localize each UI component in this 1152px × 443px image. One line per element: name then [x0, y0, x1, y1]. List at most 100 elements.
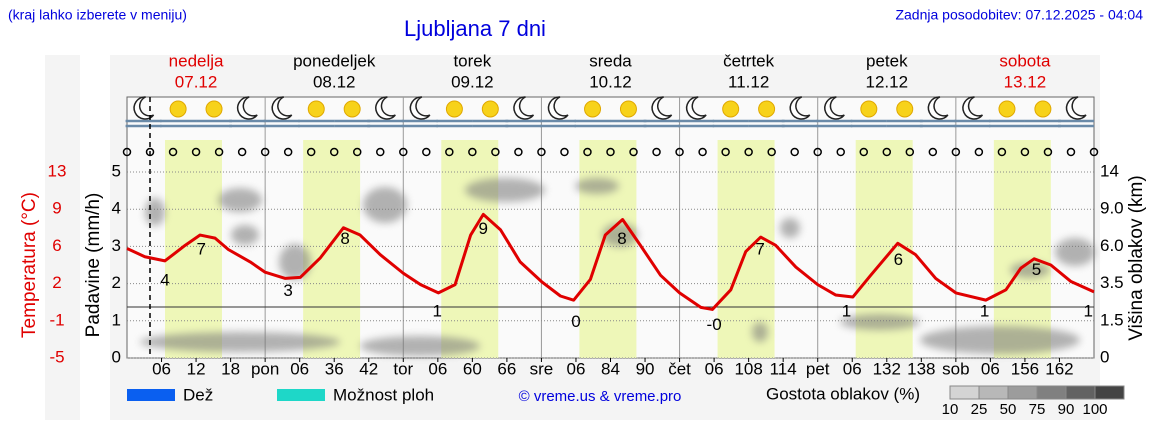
sun-icon: [860, 100, 878, 118]
legend-swatch: [127, 389, 175, 401]
cloud-legend-swatch: [1094, 385, 1125, 400]
y-tick-label: 6: [52, 236, 61, 255]
precip-tick-label: 1: [112, 310, 121, 329]
y2-tick-label: 1.5: [1100, 310, 1124, 329]
sun-icon: [445, 100, 463, 118]
wind-calm: [260, 147, 270, 157]
wind-calm: [1066, 147, 1076, 157]
cloud-legend-level: 50: [1000, 401, 1017, 418]
cloud-legend-level: 25: [971, 401, 988, 418]
sun-icon: [1034, 100, 1052, 118]
fog-lines: [850, 119, 887, 128]
fog-lines: [436, 119, 473, 128]
x-tick-label: 06: [981, 359, 1000, 378]
updated: Zadnja posodobitev: 07.12.2025 - 04:04: [895, 7, 1143, 23]
x-tick-label: 84: [601, 359, 620, 378]
x-tick-label: 156: [1011, 359, 1039, 378]
fog-lines: [196, 119, 233, 128]
day-name: torek: [453, 51, 491, 70]
x-tick-label: 06: [843, 359, 862, 378]
wind-calm: [376, 147, 385, 157]
day-date: 08.12: [313, 72, 356, 91]
sun-icon: [205, 100, 223, 118]
precip-axis-title: Padavine (mm/h): [83, 193, 104, 338]
precip-tick-label: 4: [112, 199, 121, 218]
daylight-band: [303, 140, 361, 358]
y2-tick-label: 0: [1100, 347, 1109, 366]
day-date: 09.12: [451, 72, 494, 91]
x-tick-label: pon: [251, 359, 279, 378]
temperature-label: 9: [479, 219, 488, 238]
x-tick-label: tor: [393, 359, 413, 378]
temperature-label: 1: [842, 301, 851, 320]
sun-icon: [307, 100, 325, 118]
day-date: 13.12: [1004, 72, 1047, 91]
moon-icon: [375, 96, 396, 120]
wind-calm: [790, 147, 799, 157]
x-tick-label: 66: [497, 359, 516, 378]
legend-label: Možnost ploh: [333, 385, 434, 404]
temperature-label: 8: [617, 229, 626, 248]
wind-calm: [698, 147, 707, 157]
sun-icon: [896, 100, 914, 118]
legend-swatch: [277, 389, 325, 401]
moon-icon: [685, 96, 707, 120]
sun-icon: [343, 100, 361, 118]
wind-calm: [882, 147, 892, 157]
x-tick-label: sob: [942, 359, 969, 378]
wind-calm: [744, 147, 753, 157]
wind-calm: [675, 147, 684, 157]
day-name: četrtek: [723, 51, 775, 70]
precip-tick-label: 5: [112, 161, 121, 180]
sun-icon: [722, 100, 740, 118]
wind-calm: [997, 147, 1007, 157]
fog-lines: [401, 119, 438, 128]
moon-icon: [962, 96, 984, 120]
day-name: petek: [866, 51, 908, 70]
moon-icon: [271, 96, 293, 120]
fog-lines: [540, 119, 577, 128]
cloud-legend-swatch: [949, 385, 980, 400]
cloud-patches: [140, 178, 1095, 356]
moon-icon: [236, 96, 258, 120]
sun-icon: [758, 100, 776, 118]
fog-lines: [229, 119, 266, 128]
temperature-label: 8: [340, 229, 349, 248]
moon-icon: [651, 96, 673, 120]
y2-tick-label: 6.0: [1100, 236, 1124, 255]
moon-icon: [789, 96, 811, 120]
wind-calm: [422, 147, 431, 157]
x-tick-label: 132: [873, 359, 901, 378]
day-date: 07.12: [175, 72, 218, 91]
fog-lines: [505, 119, 542, 128]
wind-calm: [491, 147, 500, 157]
x-tick-label: 12: [187, 359, 206, 378]
day-date: 12.12: [866, 72, 909, 91]
wind-calm: [445, 147, 454, 157]
x-tick-label: 60: [463, 359, 482, 378]
moon-icon: [547, 96, 569, 120]
cloud-legend-level: 90: [1058, 401, 1075, 418]
daylight-band: [993, 140, 1051, 358]
cloud-legend-title: Gostota oblakov (%): [766, 384, 920, 403]
x-tick-label: 06: [290, 359, 309, 378]
x-tick-label: 06: [567, 359, 586, 378]
cloud-legend-swatch: [1007, 385, 1038, 400]
sun-icon: [481, 100, 499, 118]
wind-calm: [122, 147, 132, 157]
precip-tick-label: 2: [112, 273, 121, 292]
daylight-band: [717, 140, 775, 358]
wind-calm: [1089, 147, 1099, 157]
wind-calm: [468, 147, 477, 157]
sun-icon: [169, 100, 187, 118]
moon-icon: [409, 96, 431, 120]
wind-calm: [905, 147, 915, 157]
y-tick-label: -5: [49, 347, 64, 366]
temperature-label: -0: [707, 315, 722, 334]
wind-calm: [583, 147, 592, 157]
temperature-line: [126, 212, 1095, 311]
fog-lines: [367, 119, 404, 128]
moon-icon: [513, 96, 535, 120]
fog-lines: [954, 119, 991, 128]
x-tick-label: 06: [428, 359, 447, 378]
